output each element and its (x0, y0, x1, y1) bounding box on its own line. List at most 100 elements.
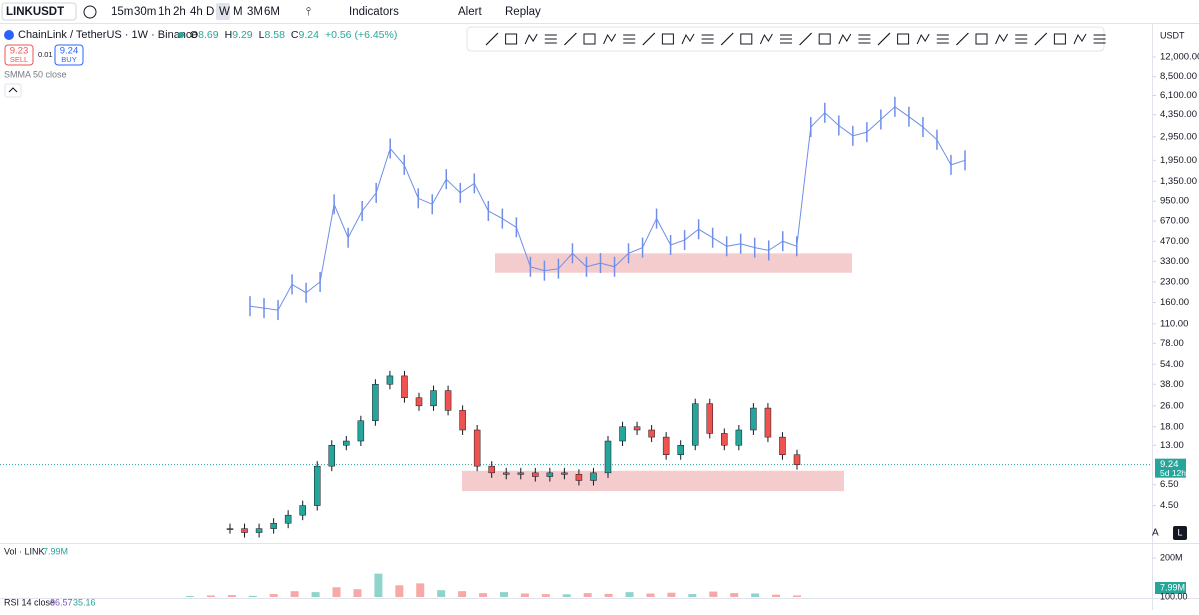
tool-icon[interactable] (681, 33, 695, 45)
interval[interactable]: 30m (134, 6, 156, 18)
tool-icon[interactable] (701, 34, 714, 44)
symbol-box[interactable] (1, 2, 77, 21)
alert-button[interactable]: Alert (458, 6, 482, 18)
interval[interactable]: 4h (190, 6, 203, 18)
candle-body (313, 465, 321, 506)
replay-button[interactable]: Replay (505, 6, 541, 18)
compare-button[interactable] (83, 5, 97, 19)
tool-icon[interactable] (603, 33, 617, 45)
log-scale[interactable]: L (1177, 527, 1182, 537)
collapse-button[interactable] (4, 83, 22, 98)
sell-price[interactable]: 9.23 (10, 46, 29, 57)
candle-body (619, 426, 626, 442)
sell-label[interactable]: SELL (10, 55, 28, 64)
tool-icon[interactable] (818, 33, 831, 45)
last-price: 9.24 (1160, 459, 1179, 470)
volume-bar (772, 594, 781, 597)
auto-scale[interactable]: A (1152, 528, 1159, 539)
candle-body (648, 429, 655, 438)
interval[interactable]: M (233, 6, 243, 18)
tool-icon[interactable] (975, 33, 988, 45)
tool-icon[interactable] (877, 32, 891, 46)
candle-body (793, 454, 801, 465)
log-button[interactable] (1173, 526, 1187, 540)
volume-bar (311, 592, 320, 597)
drawing-tools (485, 32, 1106, 46)
price-tick-label: 950.00 (1160, 196, 1189, 207)
interval[interactable]: W (219, 6, 230, 18)
candle-body (779, 436, 786, 455)
interval[interactable]: 6M (264, 6, 280, 18)
tool-icon[interactable] (1015, 34, 1028, 44)
price-tick-label: 1,350.00 (1160, 176, 1197, 187)
volume-bar (437, 590, 446, 597)
volume-bar (458, 591, 467, 597)
collapse-icon (8, 87, 18, 93)
tool-icon[interactable] (799, 32, 813, 46)
symbol[interactable]: LINKUSDT (6, 6, 64, 18)
ohlc-label: L (259, 29, 265, 41)
interval-selected (216, 3, 230, 20)
currency[interactable]: USDT (1160, 30, 1185, 40)
candle-body (372, 384, 379, 422)
candle-body (459, 410, 466, 431)
volume-bar (353, 589, 362, 597)
volume-tick-label: 200M (1160, 552, 1183, 562)
interval[interactable]: 3M (247, 6, 263, 18)
tool-icon[interactable] (485, 32, 499, 46)
volume-bar (290, 591, 299, 597)
candle-body (706, 403, 714, 434)
tool-icon[interactable] (916, 33, 930, 45)
tool-icon[interactable] (955, 32, 969, 46)
interval[interactable]: 1h (158, 6, 171, 18)
tool-icon[interactable] (661, 33, 674, 45)
interval[interactable]: 15m (111, 6, 133, 18)
intervals: 15m30m1h2h4hDWM3M6MW (111, 3, 1199, 20)
tool-icon[interactable] (524, 33, 538, 45)
volume-bar (751, 593, 760, 597)
candle-body (691, 403, 699, 446)
candle-body (721, 433, 728, 446)
buy-button[interactable] (54, 44, 84, 66)
buy-price[interactable]: 9.24 (60, 46, 79, 57)
tool-icon[interactable] (1073, 33, 1087, 45)
tool-icon[interactable] (1053, 33, 1066, 45)
candle-body (735, 429, 743, 446)
tool-icon[interactable] (505, 33, 518, 45)
candle-body (590, 472, 597, 481)
tool-icon[interactable] (936, 34, 949, 44)
tool-icon[interactable] (780, 34, 792, 44)
tool-icon[interactable] (838, 33, 852, 45)
candle-body (604, 440, 612, 474)
volume-bar (667, 592, 676, 597)
tool-icon[interactable] (858, 34, 871, 44)
tool-icon[interactable] (583, 33, 596, 45)
ohlc-label: O (190, 29, 198, 41)
candle-body (444, 390, 452, 411)
tool-icon[interactable] (759, 33, 773, 45)
change: +0.56 (+6.45%) (325, 29, 397, 41)
tool-icon[interactable] (740, 33, 753, 45)
sell-button[interactable] (4, 44, 34, 66)
tool-icon[interactable] (1034, 32, 1048, 46)
candle-body (517, 472, 525, 475)
tool-icon[interactable] (1093, 34, 1106, 44)
buy-label[interactable]: BUY (61, 55, 76, 64)
tool-icon[interactable] (623, 34, 636, 44)
tool-icon[interactable] (720, 32, 734, 46)
volume-bar (416, 583, 425, 597)
tool-icon[interactable] (897, 33, 910, 45)
tool-icon[interactable] (563, 32, 577, 46)
tool-icon[interactable] (642, 32, 656, 46)
tool-icon[interactable] (544, 34, 557, 44)
ohlc-value: 8.58 (264, 29, 285, 41)
interval[interactable]: 2h (173, 6, 186, 18)
price-tick-label: 38.00 (1160, 379, 1184, 390)
tool-icon[interactable] (995, 33, 1009, 45)
chart-type-icon[interactable]: ⫯ (306, 6, 311, 18)
interval[interactable]: D (206, 6, 214, 18)
countdown: 5d 12h (1160, 468, 1186, 478)
ohlc-value: 9.24 (299, 29, 320, 41)
indicators-button[interactable]: Indicators (349, 6, 399, 18)
